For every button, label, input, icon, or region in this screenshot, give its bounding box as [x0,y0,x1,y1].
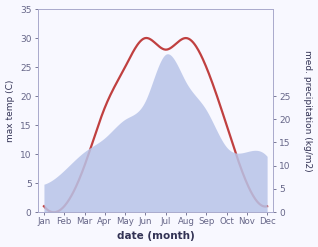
X-axis label: date (month): date (month) [117,231,194,242]
Y-axis label: max temp (C): max temp (C) [5,79,15,142]
Y-axis label: med. precipitation (kg/m2): med. precipitation (kg/m2) [303,50,313,171]
